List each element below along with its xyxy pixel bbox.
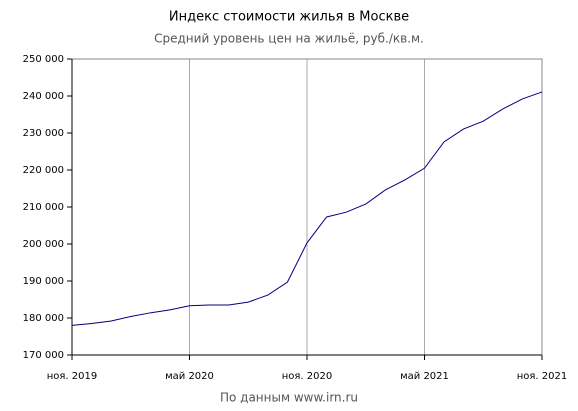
x-tick-label: ноя. 2019 xyxy=(47,371,97,382)
y-tick-label: 230 000 xyxy=(23,128,64,139)
y-tick-label: 210 000 xyxy=(23,202,64,213)
source-note: По данным www.irn.ru xyxy=(220,391,358,405)
y-tick-label: 170 000 xyxy=(23,350,64,361)
x-tick-label: май 2020 xyxy=(165,371,214,382)
x-tick-label: ноя. 2020 xyxy=(282,371,332,382)
y-tick-label: 190 000 xyxy=(23,276,64,287)
y-tick-label: 240 000 xyxy=(23,91,64,102)
chart-title: Индекс стоимости жилья в Москве xyxy=(169,10,409,25)
price-line xyxy=(71,91,543,326)
y-tick-label: 250 000 xyxy=(23,54,64,65)
y-tick-label: 220 000 xyxy=(23,165,64,176)
y-tick-label: 180 000 xyxy=(23,313,64,324)
y-tick-label: 200 000 xyxy=(23,239,64,250)
x-tick-label: май 2021 xyxy=(400,371,449,382)
x-tick-label: ноя. 2021 xyxy=(517,371,567,382)
chart-subtitle: Средний уровень цен на жильё, руб./кв.м. xyxy=(154,32,424,46)
